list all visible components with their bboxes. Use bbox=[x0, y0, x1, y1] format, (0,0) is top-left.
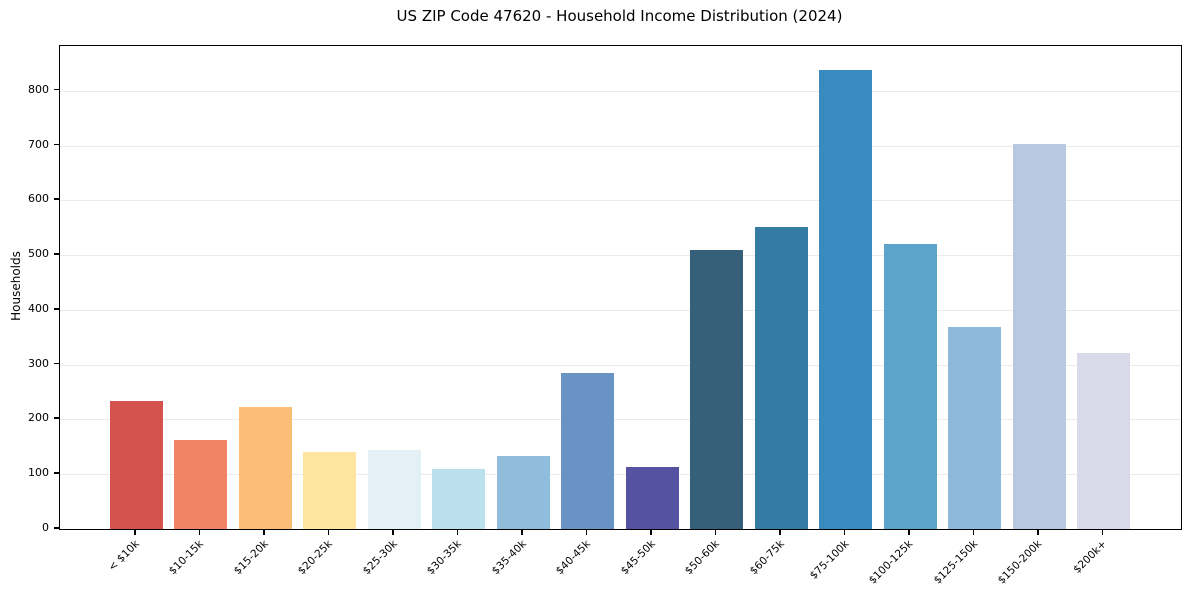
y-tick-label-400: 400 bbox=[28, 301, 49, 315]
bar-$75-100k bbox=[819, 69, 872, 529]
x-tick-$150-200k bbox=[1037, 530, 1039, 535]
x-tick-label-$50-60k: $50-60k bbox=[682, 538, 722, 578]
y-tick-label-0: 0 bbox=[42, 521, 49, 534]
plot-area bbox=[59, 45, 1182, 530]
y-tick-200 bbox=[54, 417, 59, 420]
bar-$50-60k bbox=[690, 249, 743, 529]
y-tick-label-600: 600 bbox=[28, 192, 49, 206]
x-tick-$60-75k bbox=[779, 530, 781, 535]
x-tick-$10-15k bbox=[198, 530, 201, 535]
x-tick-label-$200k+: $200k+ bbox=[1071, 538, 1109, 576]
x-tick-label-$45-50k: $45-50k bbox=[618, 538, 658, 578]
x-tick-label-$35-40k: $35-40k bbox=[489, 538, 529, 578]
gridline-400 bbox=[60, 309, 1181, 311]
gridline-100 bbox=[60, 474, 1181, 476]
y-tick-0 bbox=[54, 527, 59, 529]
bar-$15-20k bbox=[238, 407, 292, 529]
y-tick-300 bbox=[54, 362, 59, 365]
y-tick-500 bbox=[54, 253, 59, 255]
x-tick-label-$75-100k: $75-100k bbox=[807, 538, 851, 582]
y-tick-600 bbox=[54, 198, 59, 201]
bar-$150-200k bbox=[1012, 144, 1066, 529]
bar-$100-125k bbox=[883, 244, 937, 529]
y-tick-label-200: 200 bbox=[28, 411, 49, 425]
x-tick-$75-100k bbox=[843, 530, 846, 535]
gridline-500 bbox=[60, 255, 1181, 257]
bar-$35-40k bbox=[496, 455, 550, 529]
bar-$20-25k bbox=[303, 452, 356, 529]
y-tick-label-700: 700 bbox=[28, 137, 49, 151]
bar-$45-50k bbox=[625, 466, 679, 529]
y-tick-100 bbox=[54, 472, 59, 474]
x-tick-$15-20k bbox=[263, 530, 265, 535]
bar-$125-150k bbox=[948, 326, 1001, 529]
x-tick-label-$100-125k: $100-125k bbox=[866, 538, 916, 587]
gridline-300 bbox=[60, 364, 1181, 366]
x-tick-$50-60k bbox=[714, 530, 717, 535]
x-tick-label-$15-20k: $15-20k bbox=[231, 538, 271, 578]
x-tick-$40-45k bbox=[585, 530, 588, 535]
y-tick-label-100: 100 bbox=[28, 466, 49, 480]
x-tick-label-$30-35k: $30-35k bbox=[424, 538, 464, 578]
x-tick-$30-35k bbox=[456, 530, 459, 535]
x-tick-$25-30k bbox=[392, 530, 394, 535]
bar-$10-15k bbox=[174, 439, 227, 529]
bar-< $10k bbox=[109, 401, 163, 529]
bar-$30-35k bbox=[432, 468, 485, 529]
bar-$25-30k bbox=[367, 449, 421, 529]
gridline-700 bbox=[60, 145, 1181, 147]
x-tick-label-$20-25k: $20-25k bbox=[295, 538, 335, 578]
x-tick-< $10k bbox=[134, 530, 136, 535]
gridline-600 bbox=[60, 200, 1181, 202]
y-tick-400 bbox=[54, 307, 59, 310]
x-tick-label-$150-200k: $150-200k bbox=[995, 538, 1045, 587]
y-tick-800 bbox=[54, 88, 59, 91]
x-tick-$35-40k bbox=[521, 530, 523, 535]
chart-title: US ZIP Code 47620 - Household Income Dis… bbox=[396, 7, 843, 25]
y-tick-label-500: 500 bbox=[28, 247, 49, 261]
x-tick-label-$60-75k: $60-75k bbox=[747, 538, 787, 578]
y-tick-700 bbox=[54, 143, 59, 146]
bar-$60-75k bbox=[754, 226, 808, 529]
x-tick-$20-25k bbox=[327, 530, 330, 535]
y-tick-label-300: 300 bbox=[28, 356, 49, 370]
gridline-200 bbox=[60, 419, 1181, 421]
x-tick-label-$40-45k: $40-45k bbox=[553, 538, 593, 578]
x-tick-label-$25-30k: $25-30k bbox=[360, 538, 400, 578]
y-tick-label-800: 800 bbox=[28, 82, 49, 96]
x-tick-$200k+ bbox=[1101, 530, 1104, 535]
x-tick-label-$125-150k: $125-150k bbox=[931, 538, 980, 587]
gridline-800 bbox=[60, 90, 1181, 92]
bar-$40-45k bbox=[561, 373, 614, 529]
x-tick-label-$10-15k: $10-15k bbox=[166, 538, 206, 578]
x-tick-$100-125k bbox=[908, 530, 910, 535]
x-tick-$125-150k bbox=[972, 530, 975, 535]
bar-$200k+ bbox=[1077, 352, 1130, 529]
x-tick-$45-50k bbox=[650, 530, 652, 535]
x-tick-label-< $10k: < $10k bbox=[105, 538, 142, 574]
